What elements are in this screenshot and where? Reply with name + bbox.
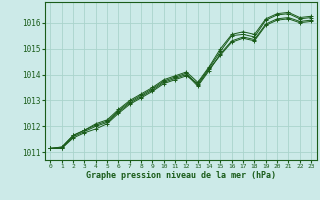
X-axis label: Graphe pression niveau de la mer (hPa): Graphe pression niveau de la mer (hPa) xyxy=(86,171,276,180)
